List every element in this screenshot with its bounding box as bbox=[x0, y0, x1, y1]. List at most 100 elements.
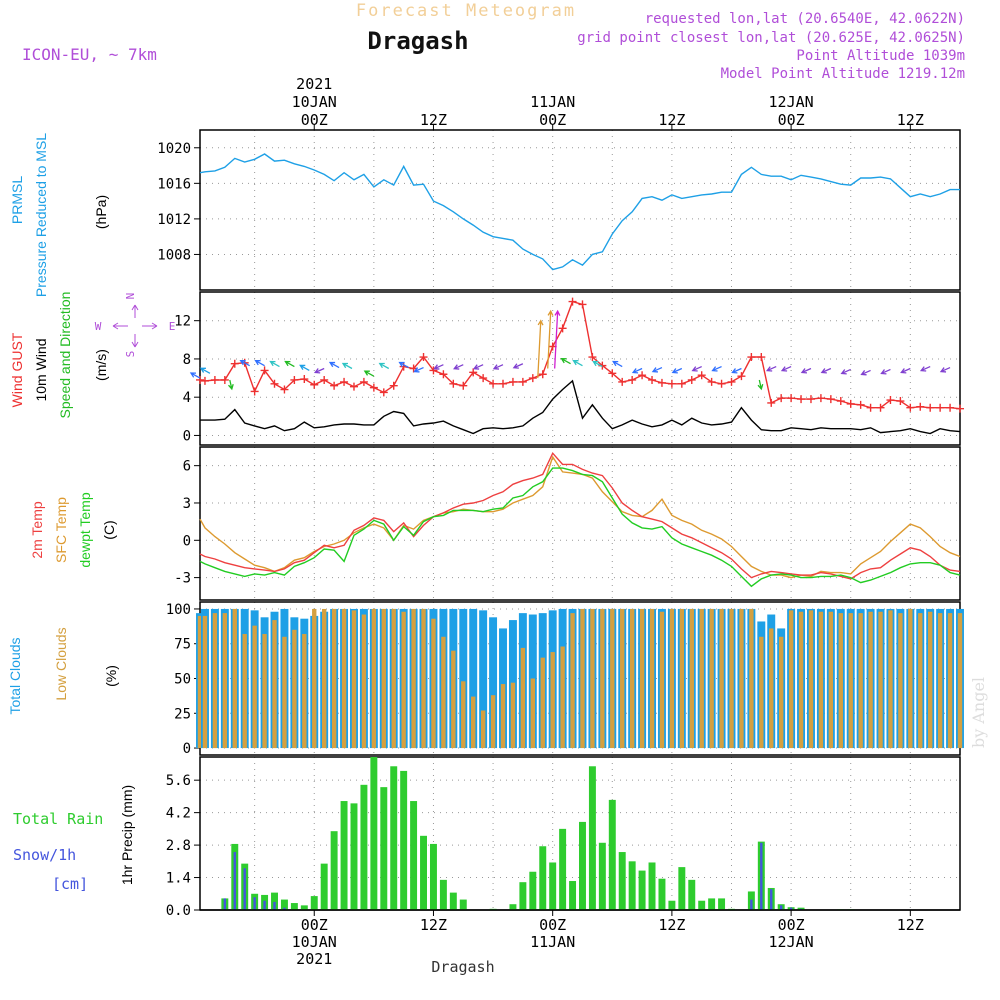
top-time-label: 12JAN bbox=[769, 93, 814, 111]
gust-marker bbox=[826, 395, 835, 404]
top-time-label: 00Z bbox=[539, 111, 566, 129]
wind-direction-arrow bbox=[612, 360, 623, 368]
low-cloud-bar bbox=[321, 608, 327, 749]
gust-marker bbox=[677, 379, 686, 388]
clouds-unit: (%) bbox=[103, 665, 119, 687]
gust-marker bbox=[359, 377, 368, 386]
low-cloud-bar bbox=[759, 636, 764, 749]
low-cloud-bar bbox=[401, 611, 406, 749]
bottom-time-label: 00Z bbox=[539, 916, 566, 934]
low-cloud-bar bbox=[341, 608, 347, 749]
rain-bar bbox=[698, 900, 706, 910]
rain-bar bbox=[360, 784, 368, 910]
wind-direction-arrow bbox=[472, 364, 484, 370]
low-cloud-bar bbox=[778, 636, 784, 749]
wind-unit: (m/s) bbox=[93, 349, 109, 381]
y-tick-label: 1012 bbox=[157, 212, 191, 228]
panel-frame bbox=[199, 129, 961, 291]
gust-marker bbox=[389, 381, 398, 390]
total-cloud-bar bbox=[489, 617, 498, 749]
gust-marker bbox=[508, 377, 517, 386]
rain-bar bbox=[618, 852, 626, 910]
gust-marker bbox=[747, 353, 756, 362]
wind-direction-arrow bbox=[651, 366, 663, 373]
gust-marker bbox=[896, 397, 905, 406]
rain-bar bbox=[598, 842, 606, 910]
gust-marker bbox=[727, 377, 736, 386]
top-time-label: 12Z bbox=[658, 111, 685, 129]
wind-direction-arrow bbox=[800, 367, 812, 374]
low-cloud-bar bbox=[679, 608, 685, 749]
low-cloud-bar bbox=[451, 650, 456, 749]
model-label: ICON-EU, ~ 7km bbox=[22, 45, 157, 64]
gust-marker bbox=[836, 397, 845, 406]
low-cloud-bar bbox=[500, 684, 506, 749]
gust-marker bbox=[439, 370, 448, 379]
total-clouds-label: Total Clouds bbox=[7, 637, 23, 714]
rain-bar bbox=[608, 799, 616, 910]
y-tick-label: 1020 bbox=[157, 141, 191, 157]
low-cloud-bar bbox=[610, 608, 615, 749]
rain-bar bbox=[648, 862, 656, 910]
rain-bar bbox=[509, 904, 517, 910]
panel-frame bbox=[199, 291, 961, 446]
gust-marker bbox=[797, 395, 806, 404]
wind-direction-arrow bbox=[398, 361, 409, 369]
y-tick-label: 1016 bbox=[157, 176, 191, 192]
low-cloud-bar bbox=[629, 608, 635, 749]
gust-marker bbox=[787, 394, 796, 403]
gust-marker bbox=[459, 381, 468, 390]
y-tick-label: 25 bbox=[174, 706, 191, 722]
gust-marker bbox=[916, 402, 925, 411]
low-cloud-bar bbox=[719, 608, 724, 749]
pressure-line bbox=[199, 153, 960, 271]
top-time-label: 12Z bbox=[897, 111, 924, 129]
rain-bar bbox=[370, 757, 378, 910]
low-cloud-bar bbox=[908, 608, 913, 749]
snow-bar bbox=[789, 907, 793, 910]
temperature-panel: -3 0 3 6 bbox=[174, 446, 961, 601]
low-cloud-bar bbox=[351, 610, 357, 749]
y-tick-label: 0.0 bbox=[166, 903, 191, 919]
wind-direction-arrow bbox=[537, 319, 544, 379]
compass-south: S bbox=[124, 351, 137, 358]
snow-bar bbox=[263, 900, 266, 910]
wind-direction-arrow bbox=[919, 365, 931, 372]
rain-bar bbox=[579, 821, 586, 910]
low-cloud-bar bbox=[262, 633, 267, 749]
gust-marker bbox=[489, 379, 498, 388]
low-cloud-bar bbox=[928, 611, 933, 749]
gust-marker bbox=[310, 380, 319, 389]
y-tick-label: 50 bbox=[174, 672, 191, 688]
gust-marker bbox=[638, 371, 647, 380]
gust-marker bbox=[340, 377, 349, 386]
low-cloud-bar bbox=[570, 613, 575, 749]
low-cloud-bar bbox=[421, 608, 426, 749]
gust-marker bbox=[717, 379, 726, 388]
rain-bar bbox=[449, 892, 457, 910]
wind-direction-arrow bbox=[453, 364, 464, 370]
rain-legend: Total Rain bbox=[13, 810, 103, 828]
direction-label: Speed and Direction bbox=[57, 292, 73, 419]
gust-marker bbox=[518, 377, 527, 386]
low-cloud-bar bbox=[197, 615, 203, 749]
low-cloud-bar bbox=[709, 608, 714, 749]
low-cloud-bar bbox=[937, 613, 943, 749]
y-tick-label: -3 bbox=[174, 571, 191, 587]
wind-direction-arrow bbox=[413, 366, 424, 373]
rain-bar bbox=[569, 881, 577, 910]
gust-marker bbox=[320, 375, 329, 384]
gust-marker bbox=[528, 374, 537, 383]
snow-bar bbox=[779, 905, 783, 910]
low-cloud-bar bbox=[302, 633, 307, 749]
low-cloud-bar bbox=[769, 628, 774, 749]
gust-marker bbox=[290, 375, 299, 384]
wind-direction-arrow bbox=[880, 368, 891, 375]
low-cloud-bar bbox=[838, 613, 843, 749]
wind-direction-arrow bbox=[433, 364, 444, 370]
snow-legend: Snow/1h bbox=[13, 846, 76, 864]
y-tick-label: 1.4 bbox=[166, 871, 191, 887]
